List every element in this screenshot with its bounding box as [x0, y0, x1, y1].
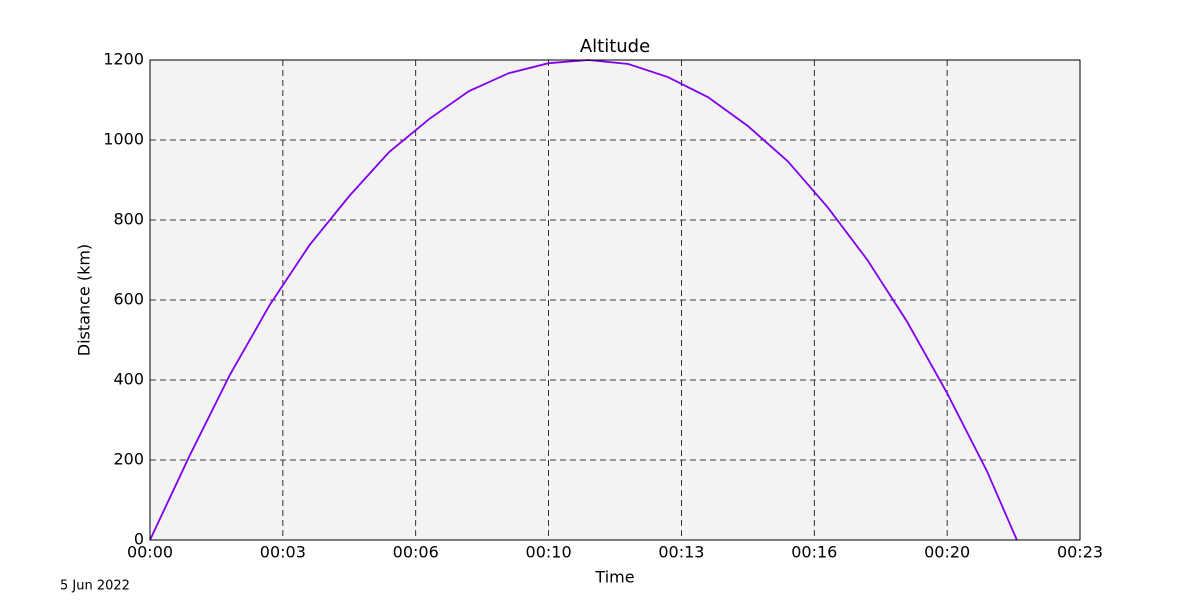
x-tick-label: 00:06	[393, 543, 439, 562]
x-tick-label: 00:10	[526, 543, 572, 562]
y-axis-label: Distance (km)	[75, 244, 94, 356]
x-tick-label: 00:03	[260, 543, 306, 562]
y-tick-label: 200	[113, 450, 144, 469]
y-tick-label: 1000	[103, 130, 144, 149]
y-tick-label: 600	[113, 290, 144, 309]
y-tick-label: 400	[113, 370, 144, 389]
y-tick-label: 1200	[103, 50, 144, 69]
x-tick-label: 00:00	[127, 543, 173, 562]
date-annotation: 5 Jun 2022	[60, 579, 130, 594]
chart-title: Altitude	[580, 36, 650, 57]
x-tick-label: 00:16	[791, 543, 837, 562]
x-tick-label: 00:20	[924, 543, 970, 562]
x-tick-label: 00:13	[658, 543, 704, 562]
x-axis-label: Time	[594, 568, 634, 587]
y-tick-label: 0	[134, 530, 144, 549]
y-tick-label: 800	[113, 210, 144, 229]
plot-frame	[149, 59, 1081, 541]
x-tick-label: 00:23	[1057, 543, 1103, 562]
